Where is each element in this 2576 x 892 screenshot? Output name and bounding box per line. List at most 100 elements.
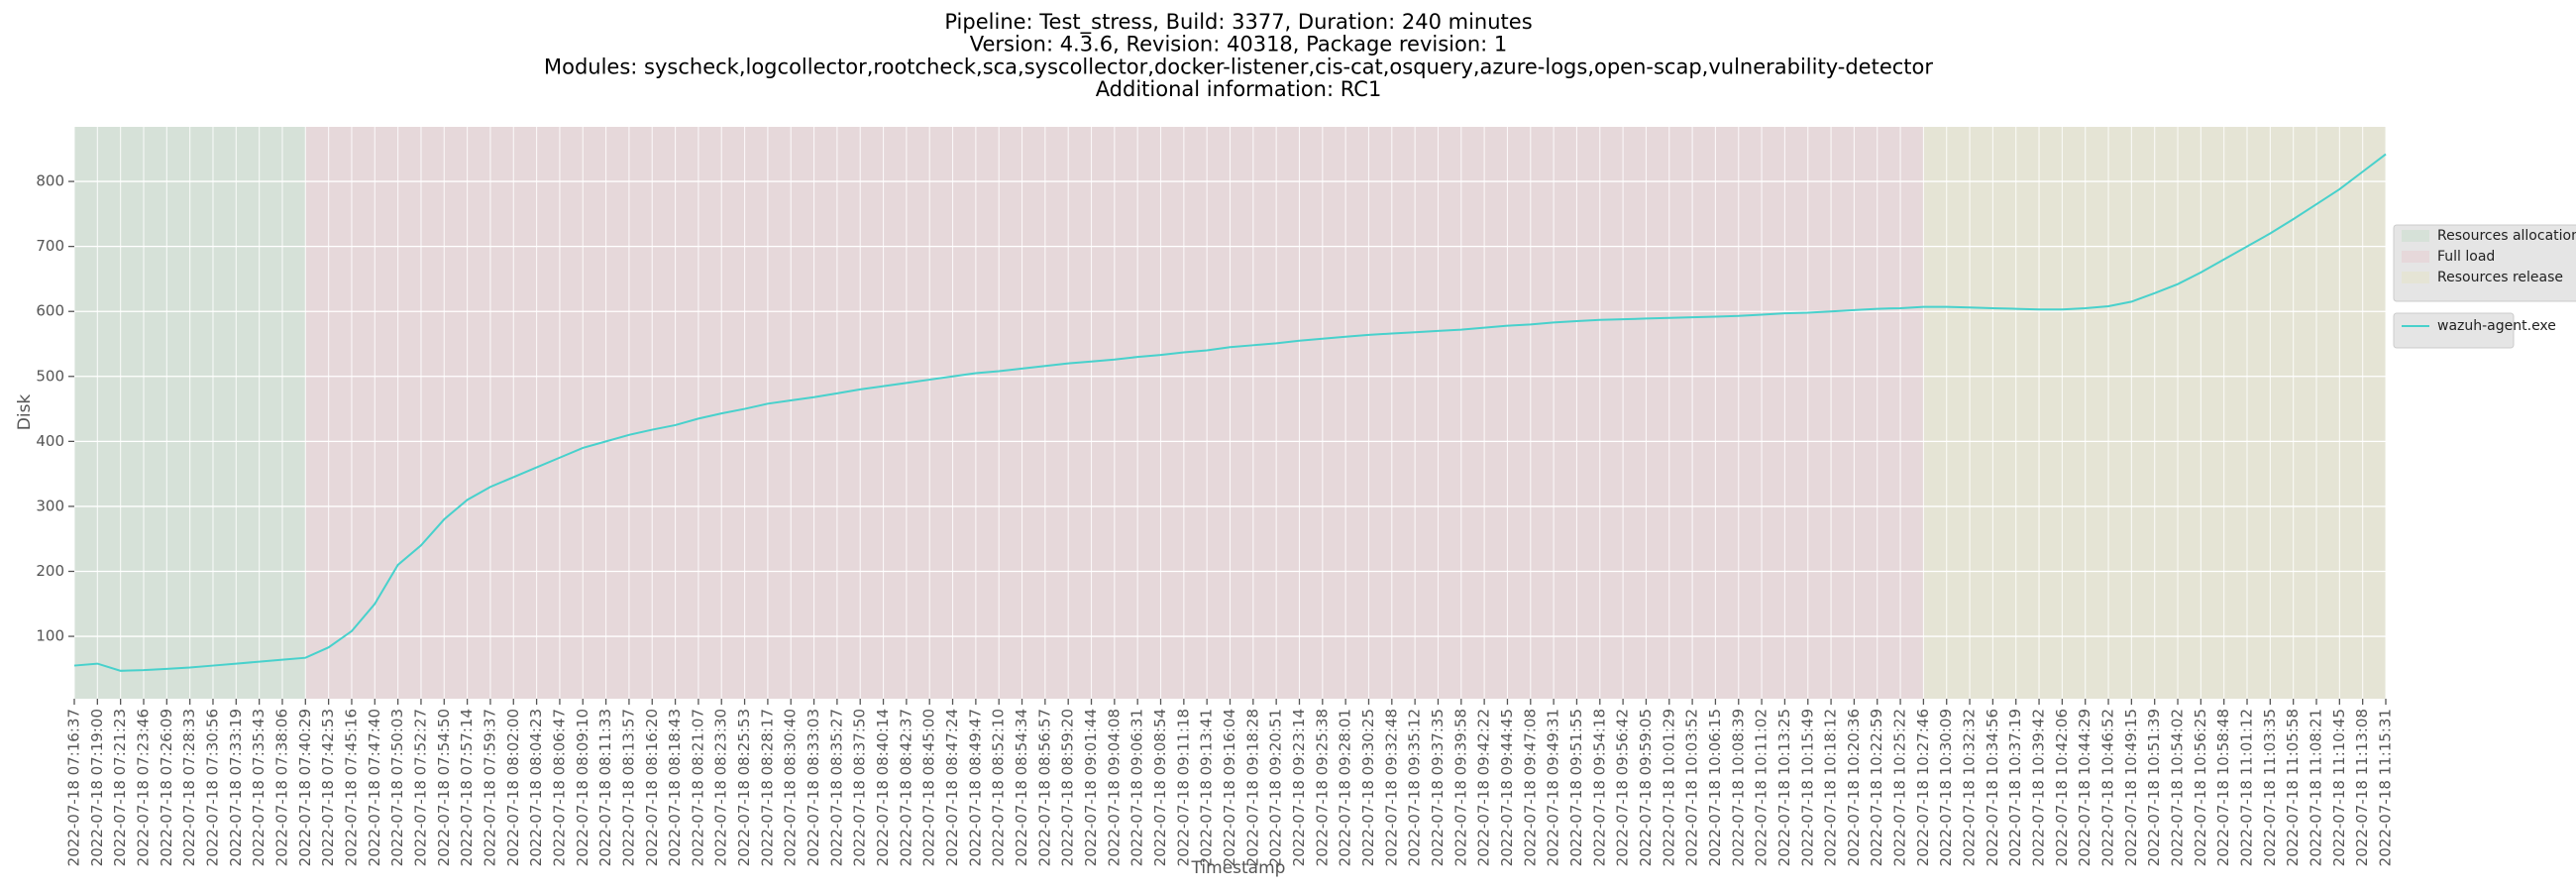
x-tick-label: 2022-07-18 10:49:15 [2122,709,2140,866]
x-tick-label: 2022-07-18 07:45:16 [342,709,360,866]
x-tick-label: 2022-07-18 10:20:36 [1845,709,1863,866]
legend-swatch [2402,251,2429,263]
x-tick-label: 2022-07-18 11:05:58 [2284,709,2302,866]
x-tick-label: 2022-07-18 07:23:46 [134,709,152,866]
x-tick-label: 2022-07-18 10:44:29 [2076,709,2093,866]
x-tick-label: 2022-07-18 08:09:10 [574,709,591,866]
chart-title: Pipeline: Test_stress, Build: 3377, Dura… [944,10,1532,35]
x-tick-label: 2022-07-18 10:22:59 [1868,709,1885,866]
x-tick-label: 2022-07-18 07:30:56 [203,709,221,866]
x-tick-label: 2022-07-18 09:44:45 [1498,709,1516,866]
x-tick-label: 2022-07-18 09:32:48 [1382,709,1400,866]
x-tick-label: 2022-07-18 10:42:06 [2053,709,2071,866]
chart-title: Additional information: RC1 [1096,77,1382,101]
x-tick-label: 2022-07-18 08:06:47 [550,709,568,866]
x-tick-label: 2022-07-18 10:03:52 [1683,709,1701,866]
y-tick-label: 800 [36,172,64,190]
x-tick-label: 2022-07-18 11:08:21 [2308,709,2325,866]
x-tick-label: 2022-07-18 10:30:09 [1937,709,1955,866]
x-tick-label: 2022-07-18 07:50:03 [388,709,406,866]
x-tick-label: 2022-07-18 09:25:38 [1313,709,1331,866]
x-tick-label: 2022-07-18 09:56:42 [1614,709,1632,866]
chart-title: Version: 4.3.6, Revision: 40318, Package… [970,33,1508,56]
x-tick-label: 2022-07-18 10:13:25 [1775,709,1793,866]
y-tick-label: 200 [36,562,64,580]
legend-label: wazuh-agent.exe [2437,318,2556,334]
y-axis-title: Disk [15,394,35,431]
legend-label: Resources release [2437,270,2563,285]
x-tick-label: 2022-07-18 08:54:34 [1013,709,1030,866]
y-tick-label: 500 [36,367,64,385]
x-tick-label: 2022-07-18 07:40:29 [296,709,314,866]
x-tick-label: 2022-07-18 08:49:47 [966,709,984,866]
x-tick-label: 2022-07-18 10:01:29 [1660,709,1677,866]
x-tick-label: 2022-07-18 09:20:51 [1267,709,1285,866]
x-tick-label: 2022-07-18 09:01:44 [1082,709,1100,866]
y-tick-label: 600 [36,302,64,320]
x-tick-label: 2022-07-18 09:04:08 [1105,709,1123,866]
x-tick-label: 2022-07-18 07:28:33 [180,709,198,866]
x-tick-label: 2022-07-18 07:57:14 [458,709,476,866]
y-tick-label: 300 [36,497,64,514]
legend-swatch [2402,230,2429,242]
x-tick-label: 2022-07-18 09:18:28 [1243,709,1261,866]
x-tick-label: 2022-07-18 10:27:46 [1914,709,1932,866]
legend-box [2393,224,2576,302]
x-tick-label: 2022-07-18 10:51:39 [2145,709,2163,866]
x-tick-label: 2022-07-18 07:19:00 [88,709,106,866]
x-tick-label: 2022-07-18 07:52:27 [411,709,429,866]
x-tick-label: 2022-07-18 07:59:37 [481,709,498,866]
legend-label: Resources allocation [2437,228,2576,244]
x-tick-label: 2022-07-18 08:28:17 [758,709,776,866]
y-tick-label: 100 [36,627,64,645]
legend-label: Full load [2437,249,2495,265]
chart-title: Modules: syscheck,logcollector,rootcheck… [544,55,1933,78]
x-tick-label: 2022-07-18 08:11:33 [596,709,614,866]
x-tick-label: 2022-07-18 10:58:48 [2214,709,2232,866]
x-tick-label: 2022-07-18 10:18:12 [1822,709,1840,866]
x-tick-label: 2022-07-18 10:54:02 [2169,709,2187,866]
x-tick-label: 2022-07-18 10:32:32 [1961,709,1979,866]
x-tick-label: 2022-07-18 09:28:01 [1337,709,1354,866]
legend-swatch [2402,272,2429,283]
x-tick-label: 2022-07-18 08:25:53 [735,709,753,866]
x-tick-label: 2022-07-18 08:42:37 [897,709,914,866]
x-tick-label: 2022-07-18 09:30:25 [1359,709,1377,866]
x-tick-label: 2022-07-18 10:11:02 [1753,709,1771,866]
x-tick-label: 2022-07-18 08:13:57 [619,709,637,866]
x-tick-label: 2022-07-18 11:13:08 [2353,709,2371,866]
x-tick-label: 2022-07-18 09:49:31 [1545,709,1562,866]
x-tick-label: 2022-07-18 08:21:07 [689,709,706,866]
x-tick-label: 2022-07-18 09:13:41 [1198,709,1216,866]
x-tick-label: 2022-07-18 09:35:12 [1406,709,1424,866]
x-tick-label: 2022-07-18 09:59:05 [1637,709,1655,866]
x-tick-label: 2022-07-18 07:21:23 [111,709,129,866]
x-tick-label: 2022-07-18 08:33:03 [805,709,822,866]
x-tick-label: 2022-07-18 08:45:00 [920,709,938,866]
x-tick-label: 2022-07-18 11:10:45 [2330,709,2348,866]
x-tick-label: 2022-07-18 08:40:14 [874,709,892,866]
x-tick-label: 2022-07-18 09:51:55 [1567,709,1585,866]
x-tick-label: 2022-07-18 09:54:18 [1590,709,1608,866]
x-tick-label: 2022-07-18 09:06:31 [1128,709,1146,866]
x-tick-label: 2022-07-18 08:16:20 [643,709,661,866]
x-tick-label: 2022-07-18 08:04:23 [527,709,545,866]
x-tick-label: 2022-07-18 10:25:22 [1891,709,1909,866]
x-tick-label: 2022-07-18 07:47:40 [366,709,383,866]
series-line [73,153,2387,672]
x-tick-label: 2022-07-18 11:03:35 [2261,709,2279,866]
x-tick-label: 2022-07-18 09:08:54 [1151,709,1169,866]
x-tick-label: 2022-07-18 08:30:40 [782,709,800,866]
x-tick-label: 2022-07-18 10:08:39 [1729,709,1747,866]
x-tick-label: 2022-07-18 08:52:10 [990,709,1008,866]
x-tick-label: 2022-07-18 09:42:22 [1475,709,1493,866]
legend-box [2393,312,2515,349]
x-axis-title: Timestamp [1191,858,1286,878]
x-tick-label: 2022-07-18 10:34:56 [1984,709,2001,866]
y-tick-label: 700 [36,237,64,255]
x-tick-label: 2022-07-18 10:37:19 [2006,709,2024,866]
x-tick-label: 2022-07-18 07:38:06 [272,709,290,866]
x-tick-label: 2022-07-18 10:56:25 [2192,709,2209,866]
